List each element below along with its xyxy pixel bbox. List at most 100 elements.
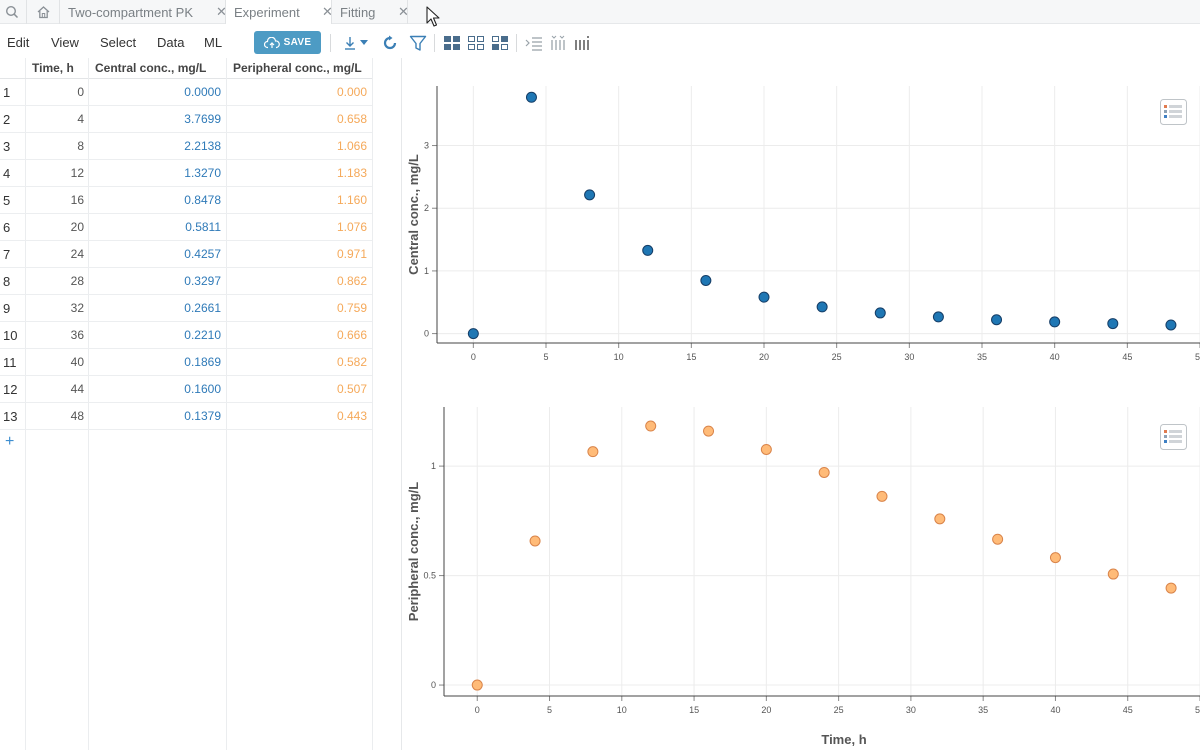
data-point[interactable] [1165, 582, 1177, 594]
time-cell[interactable]: 32 [70, 301, 84, 315]
data-point[interactable] [584, 189, 596, 201]
layout-grid-outline-icon[interactable] [466, 33, 486, 53]
save-button[interactable]: SAVE [254, 31, 321, 54]
data-point[interactable] [992, 533, 1004, 545]
close-icon[interactable]: ✕ [322, 4, 333, 19]
time-cell[interactable]: 0 [77, 85, 84, 99]
data-point[interactable] [760, 443, 772, 455]
menu-ml[interactable]: ML [204, 35, 223, 50]
peripheral-conc-cell[interactable]: 0.000 [336, 85, 367, 99]
search-icon[interactable] [5, 5, 19, 24]
data-point[interactable] [1049, 552, 1061, 564]
time-cell[interactable]: 12 [70, 166, 84, 180]
table-row[interactable]: 10 36 0.2210 0.666 [0, 322, 372, 349]
data-point[interactable] [758, 291, 770, 303]
data-point[interactable] [1107, 318, 1119, 330]
time-cell[interactable]: 8 [77, 139, 84, 153]
peripheral-conc-cell[interactable]: 1.076 [336, 220, 367, 234]
peripheral-conc-cell[interactable]: 1.066 [336, 139, 367, 153]
data-point[interactable] [934, 513, 946, 525]
time-cell[interactable]: 28 [70, 274, 84, 288]
data-point[interactable] [991, 314, 1003, 326]
data-point[interactable] [703, 425, 715, 437]
table-row[interactable]: 4 12 1.3270 1.183 [0, 160, 372, 187]
central-conc-cell[interactable]: 0.1869 [184, 355, 221, 369]
data-point[interactable] [1049, 316, 1061, 328]
refresh-icon[interactable] [380, 33, 400, 53]
peripheral-conc-cell[interactable]: 0.759 [336, 301, 367, 315]
central-conc-cell[interactable]: 2.2138 [184, 139, 221, 153]
tab-fitting[interactable]: Fitting ✕ [332, 0, 409, 24]
add-row-button[interactable]: + [5, 433, 15, 450]
peripheral-conc-cell[interactable]: 0.971 [336, 247, 367, 261]
central-conc-cell[interactable]: 1.3270 [184, 166, 221, 180]
table-row[interactable]: 9 32 0.2661 0.759 [0, 295, 372, 322]
table-row[interactable]: 2 4 3.7699 0.658 [0, 106, 372, 133]
time-cell[interactable]: 4 [77, 112, 84, 126]
data-point[interactable] [876, 490, 888, 502]
peripheral-conc-cell[interactable]: 0.582 [336, 355, 367, 369]
table-row[interactable]: 5 16 0.8478 1.160 [0, 187, 372, 214]
data-point[interactable] [874, 307, 886, 319]
peripheral-conc-scatter-chart[interactable]: 0 5 10 15 20 25 30 35 40 45 50 0 0.5 1 Peripheral conc… [402, 374, 1200, 750]
home-icon[interactable] [36, 5, 51, 24]
table-row[interactable]: 13 48 0.1379 0.443 [0, 403, 372, 430]
peripheral-conc-cell[interactable]: 0.443 [336, 409, 367, 423]
central-conc-cell[interactable]: 0.4257 [184, 247, 221, 261]
time-cell[interactable]: 48 [70, 409, 84, 423]
data-point[interactable] [932, 311, 944, 323]
layout-grid-icon[interactable] [442, 33, 462, 53]
peripheral-conc-cell[interactable]: 0.666 [336, 328, 367, 342]
central-conc-cell[interactable]: 0.1600 [184, 382, 221, 396]
data-point[interactable] [642, 244, 654, 256]
time-cell[interactable]: 40 [70, 355, 84, 369]
menu-data[interactable]: Data [157, 35, 185, 50]
time-cell[interactable]: 20 [70, 220, 84, 234]
central-conc-cell[interactable]: 3.7699 [184, 112, 221, 126]
legend-toggle-icon[interactable] [1160, 424, 1187, 450]
tab-two-compartment-pk[interactable]: Two-compartment PK ✕ [60, 0, 227, 24]
layout-split-icon[interactable] [490, 33, 510, 53]
table-row[interactable]: 11 40 0.1869 0.582 [0, 349, 372, 376]
time-cell[interactable]: 24 [70, 247, 84, 261]
menu-select[interactable]: Select [100, 35, 137, 50]
data-point[interactable] [1107, 568, 1119, 580]
central-conc-cell[interactable]: 0.8478 [184, 193, 221, 207]
peripheral-conc-cell[interactable]: 0.507 [336, 382, 367, 396]
data-point[interactable] [467, 328, 479, 340]
filter-icon[interactable] [408, 33, 428, 53]
table-row[interactable]: 7 24 0.4257 0.971 [0, 241, 372, 268]
central-conc-cell[interactable]: 0.3297 [184, 274, 221, 288]
peripheral-conc-cell[interactable]: 0.862 [336, 274, 367, 288]
time-cell[interactable]: 44 [70, 382, 84, 396]
column-header-central[interactable]: Central conc., mg/L [89, 58, 226, 79]
table-row[interactable]: 12 44 0.1600 0.507 [0, 376, 372, 403]
central-conc-cell[interactable]: 0.1379 [184, 409, 221, 423]
time-cell[interactable]: 16 [70, 193, 84, 207]
chevron-down-icon[interactable] [358, 33, 370, 53]
close-icon[interactable]: ✕ [216, 4, 227, 19]
table-row[interactable]: 3 8 2.2138 1.066 [0, 133, 372, 160]
central-conc-cell[interactable]: 0.2210 [184, 328, 221, 342]
table-row[interactable]: 8 28 0.3297 0.862 [0, 268, 372, 295]
time-cell[interactable]: 36 [70, 328, 84, 342]
menu-view[interactable]: View [51, 35, 79, 50]
central-conc-cell[interactable]: 0.2661 [184, 301, 221, 315]
data-point[interactable] [818, 466, 830, 478]
data-point[interactable] [525, 91, 537, 103]
menu-edit[interactable]: Edit [7, 35, 30, 50]
download-icon[interactable] [340, 33, 360, 53]
tab-experiment[interactable]: Experiment ✕ [226, 0, 333, 24]
legend-toggle-icon[interactable] [1160, 99, 1187, 125]
peripheral-conc-cell[interactable]: 0.658 [336, 112, 367, 126]
central-conc-cell[interactable]: 0.5811 [185, 220, 221, 234]
data-point[interactable] [587, 446, 599, 458]
columns-dots-icon[interactable] [572, 33, 592, 53]
table-row[interactable]: 1 0 0.0000 0.000 [0, 79, 372, 106]
peripheral-conc-cell[interactable]: 1.160 [336, 193, 367, 207]
peripheral-conc-cell[interactable]: 1.183 [336, 166, 367, 180]
data-point[interactable] [1165, 319, 1177, 331]
align-rows-icon[interactable] [524, 33, 544, 53]
data-point[interactable] [471, 679, 483, 691]
